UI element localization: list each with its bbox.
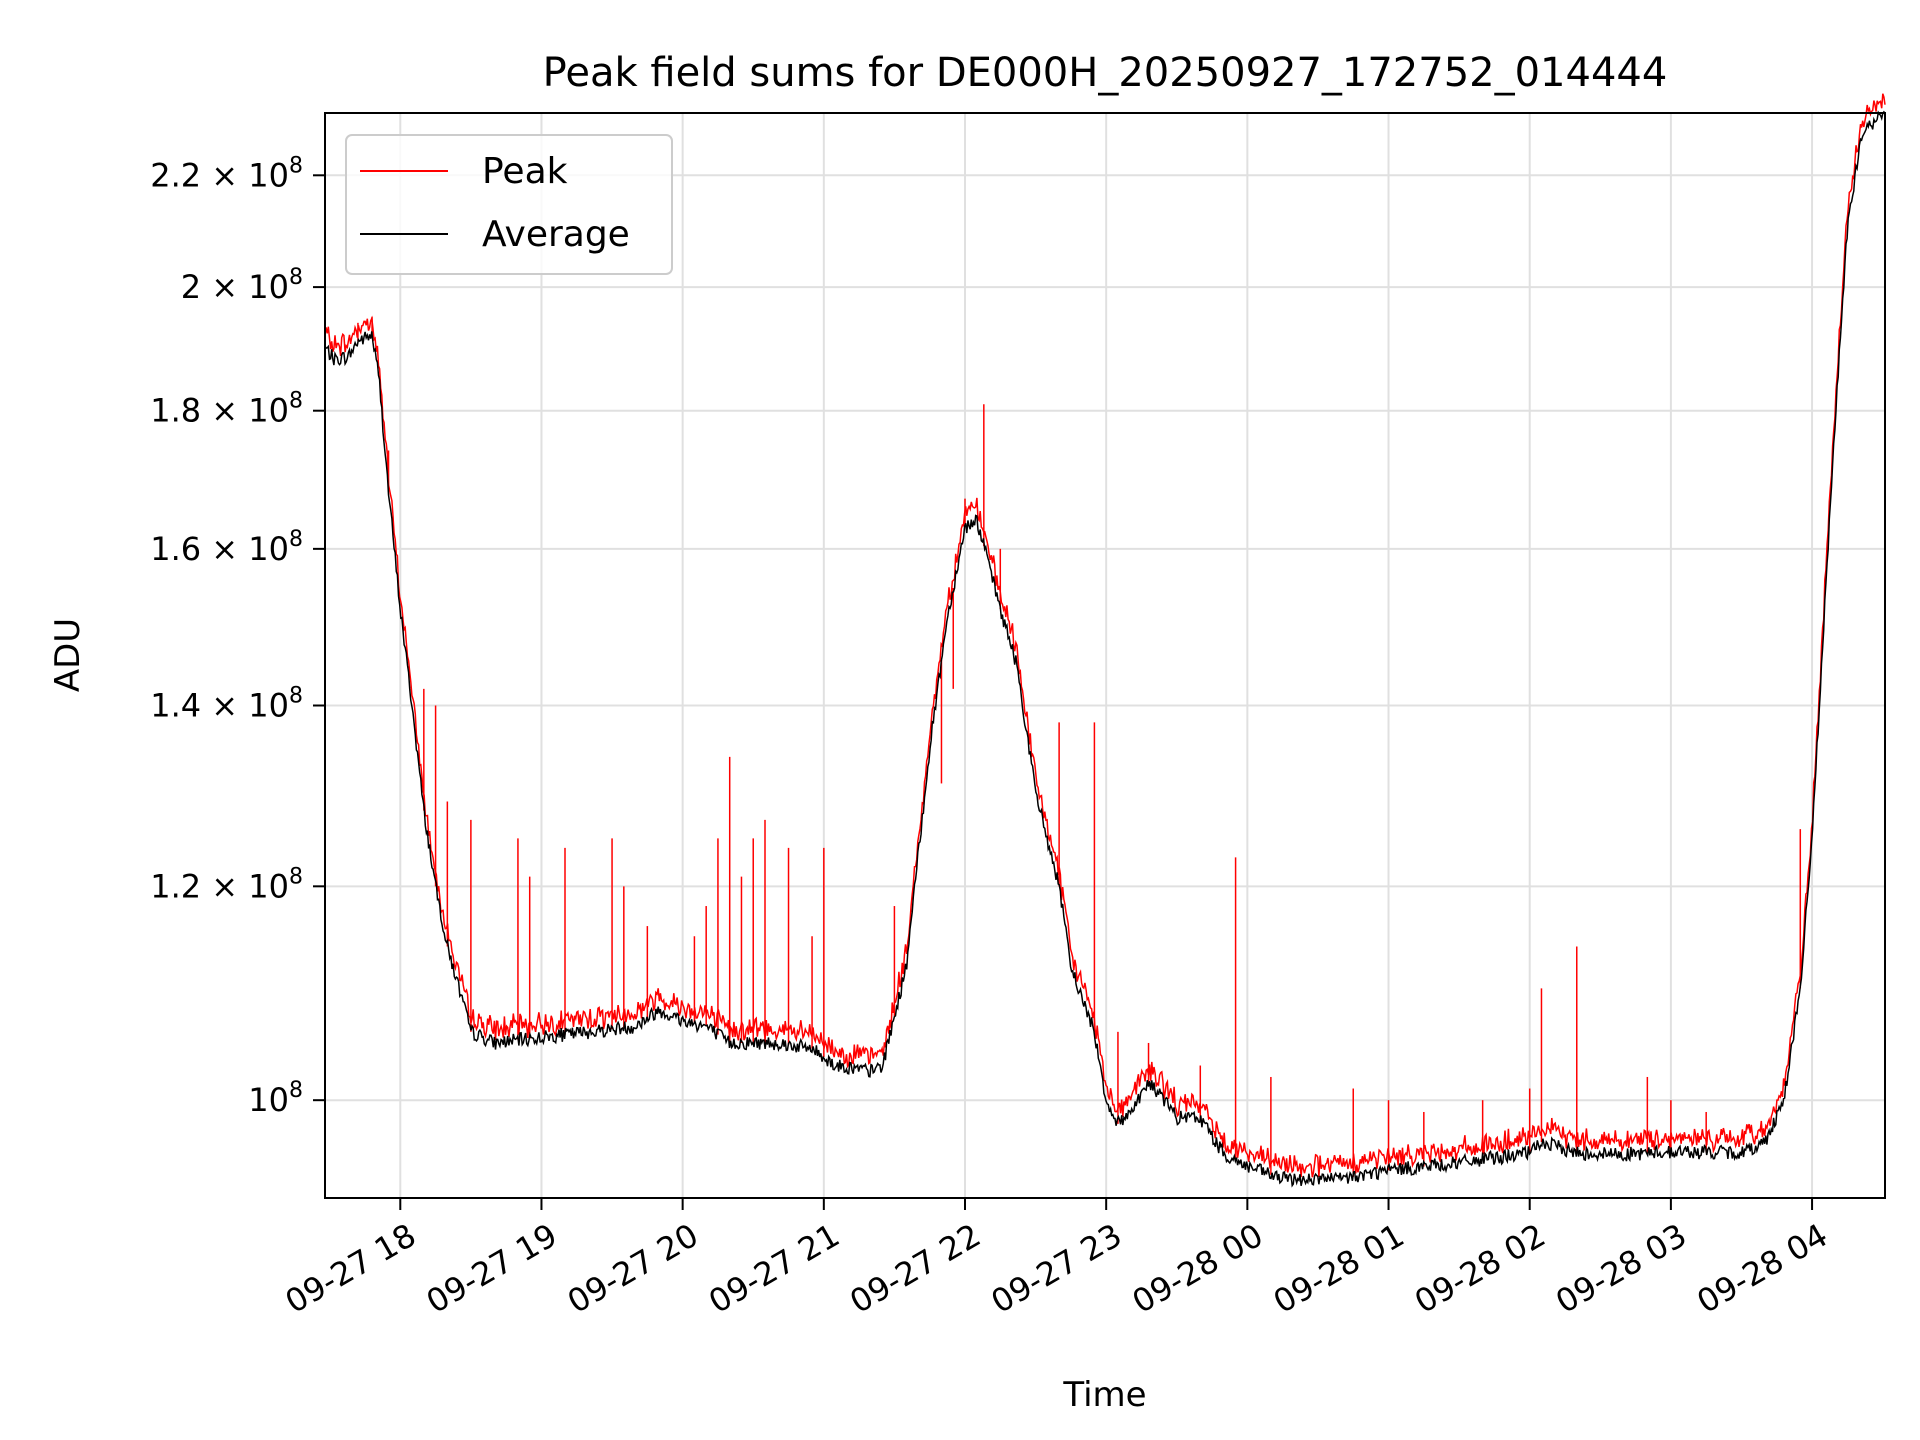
y-axis-title: ADU (48, 618, 88, 692)
y-tick-label: 1.8 × 108 (150, 389, 303, 430)
x-tick-label: 09-27 22 (843, 1216, 987, 1321)
x-tick-label: 09-28 04 (1690, 1216, 1834, 1321)
plot-frame (324, 112, 1886, 1199)
y-tick-label: 1.2 × 108 (150, 864, 303, 905)
x-tick-label: 09-28 00 (1126, 1216, 1270, 1321)
y-tick-label: 2.2 × 108 (150, 153, 303, 194)
x-tick-label: 09-28 02 (1408, 1216, 1552, 1321)
x-tick-label: 09-27 20 (561, 1216, 705, 1321)
y-tick-label: 108 (248, 1078, 303, 1119)
series-layer (324, 93, 1886, 1188)
x-tick-label: 09-27 23 (985, 1216, 1129, 1321)
legend: Peak Average (345, 134, 673, 275)
x-tick-label: 09-27 18 (279, 1216, 423, 1321)
chart-title: Peak field sums for DE000H_20250927_1727… (543, 50, 1668, 96)
series-line-average (324, 110, 1886, 1188)
y-tick-label: 2 × 108 (181, 265, 303, 306)
x-tick-label: 09-28 01 (1267, 1216, 1411, 1321)
y-tick-label: 1.6 × 108 (150, 527, 303, 568)
series-line-peak (324, 93, 1886, 1178)
y-tick-label: 1.4 × 108 (150, 683, 303, 724)
x-tick-label: 09-27 19 (420, 1216, 564, 1321)
grid-layer (325, 113, 1885, 1198)
x-axis-title: Time (1062, 1375, 1146, 1415)
x-tick-label: 09-27 21 (702, 1216, 846, 1321)
legend-label-average: Average (482, 214, 630, 255)
x-tick-label: 09-28 03 (1549, 1216, 1693, 1321)
legend-box (345, 134, 673, 275)
legend-label-peak: Peak (482, 151, 568, 192)
